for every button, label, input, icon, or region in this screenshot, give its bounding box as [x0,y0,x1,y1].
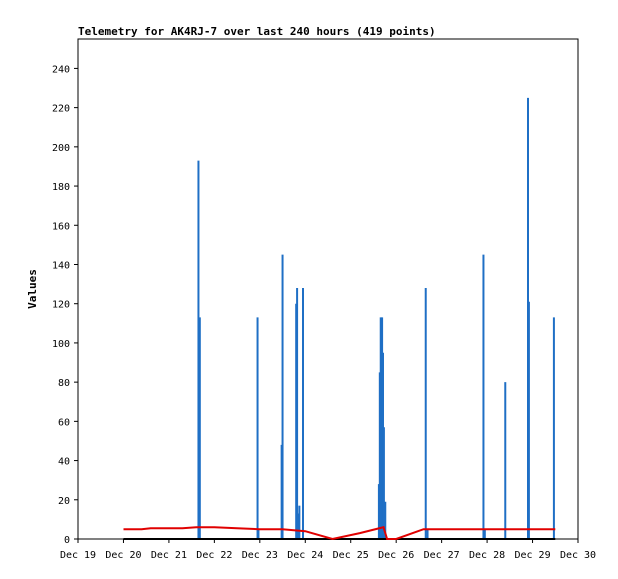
y-tick-label: 0 [64,535,70,546]
x-tick-label: Dec 19 [60,550,96,561]
y-tick-label: 200 [52,143,70,154]
y-tick-label: 60 [58,417,70,428]
x-tick-label: Dec 30 [560,550,596,561]
y-tick-label: 160 [52,221,70,232]
y-tick-label: 140 [52,260,70,271]
red-line-series [123,526,556,541]
x-tick-label: Dec 29 [514,550,550,561]
y-tick-label: 40 [58,457,70,468]
x-tick-label: Dec 24 [287,550,323,561]
x-tick-label: Dec 25 [333,550,369,561]
x-axis-ticks: Dec 19 Dec 20 Dec 21 Dec 22 Dec 23 Dec 24 Dec … [60,539,596,561]
x-tick-label: Dec 21 [151,550,187,561]
y-tick-label: 80 [58,378,70,389]
spike-series [197,97,555,539]
chart-title: Telemetry for AK4RJ-7 over last 240 hour… [78,25,436,38]
y-tick-label: 20 [58,496,70,507]
y-axis-label: Values [26,269,39,309]
x-tick-label: Dec 26 [378,550,414,561]
x-tick-label: Dec 23 [242,550,278,561]
x-tick-label: Dec 22 [196,550,232,561]
y-tick-label: 240 [52,64,70,75]
y-axis-ticks: 0 20 40 60 80 100 120 140 160 180 200 220 240 [52,64,78,546]
y-tick-label: 100 [52,339,70,350]
y-tick-label: 220 [52,104,70,115]
y-tick-label: 180 [52,182,70,193]
y-tick-label: 120 [52,300,70,311]
x-tick-label: Dec 27 [424,550,460,561]
line-series-group [123,526,556,541]
x-tick-label: Dec 28 [469,550,505,561]
x-tick-label: Dec 20 [105,550,141,561]
plot-frame [77,38,579,540]
